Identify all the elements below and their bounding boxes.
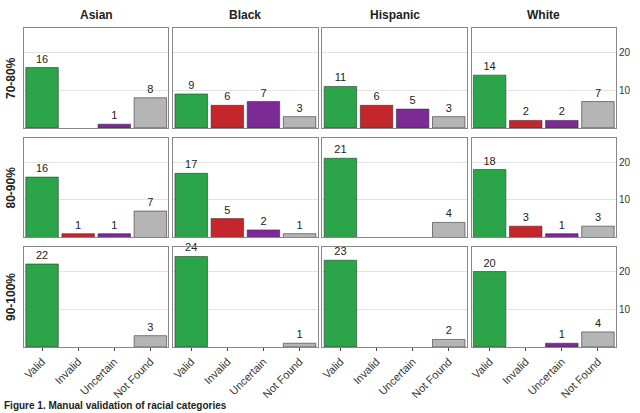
- svg-text:11: 11: [335, 71, 346, 83]
- svg-text:Uncertain: Uncertain: [525, 356, 567, 398]
- svg-text:14: 14: [483, 60, 495, 72]
- svg-text:Not Found: Not Found: [409, 356, 454, 401]
- svg-text:90-100%: 90-100%: [4, 273, 18, 321]
- svg-text:5: 5: [410, 94, 416, 106]
- svg-text:17: 17: [185, 158, 197, 170]
- svg-text:6: 6: [373, 90, 379, 102]
- svg-text:Invalid: Invalid: [202, 356, 233, 387]
- svg-text:Not Found: Not Found: [558, 356, 603, 401]
- svg-text:10: 10: [619, 85, 631, 96]
- svg-text:20: 20: [619, 266, 631, 277]
- svg-text:Valid: Valid: [321, 356, 346, 381]
- svg-text:3: 3: [297, 102, 303, 114]
- svg-text:20: 20: [619, 47, 631, 58]
- svg-text:6: 6: [224, 90, 230, 102]
- svg-text:Invalid: Invalid: [500, 356, 531, 387]
- svg-text:22: 22: [36, 249, 48, 261]
- svg-text:2: 2: [446, 324, 452, 336]
- svg-text:Uncertain: Uncertain: [227, 356, 269, 398]
- svg-text:10: 10: [619, 194, 631, 205]
- svg-text:Invalid: Invalid: [351, 356, 382, 387]
- svg-text:Black: Black: [229, 8, 261, 22]
- svg-text:23: 23: [334, 245, 346, 257]
- svg-text:7: 7: [595, 87, 601, 99]
- svg-text:Valid: Valid: [22, 356, 47, 381]
- svg-text:16: 16: [36, 162, 48, 174]
- svg-text:3: 3: [446, 102, 452, 114]
- svg-text:1: 1: [297, 328, 303, 340]
- svg-text:Invalid: Invalid: [53, 356, 84, 387]
- svg-text:16: 16: [36, 53, 48, 65]
- svg-text:Uncertain: Uncertain: [376, 356, 418, 398]
- svg-text:8: 8: [147, 83, 153, 95]
- svg-text:4: 4: [446, 207, 452, 219]
- svg-text:20: 20: [483, 257, 495, 269]
- svg-text:7: 7: [147, 196, 153, 208]
- svg-text:Not Found: Not Found: [260, 356, 305, 401]
- svg-text:7: 7: [260, 87, 266, 99]
- svg-text:White: White: [527, 8, 560, 22]
- svg-text:Asian: Asian: [80, 8, 113, 22]
- svg-text:Valid: Valid: [470, 356, 495, 381]
- svg-text:1: 1: [559, 219, 565, 231]
- svg-text:Not Found: Not Found: [111, 356, 156, 401]
- svg-text:3: 3: [595, 211, 601, 223]
- svg-text:2: 2: [559, 105, 565, 117]
- svg-text:Valid: Valid: [171, 356, 196, 381]
- svg-text:1: 1: [111, 219, 117, 231]
- svg-text:10: 10: [619, 304, 631, 315]
- svg-text:18: 18: [483, 155, 495, 167]
- svg-text:9: 9: [188, 79, 194, 91]
- svg-text:2: 2: [260, 215, 266, 227]
- svg-text:3: 3: [523, 211, 529, 223]
- svg-text:20: 20: [619, 157, 631, 168]
- svg-text:1: 1: [297, 219, 303, 231]
- svg-text:Hispanic: Hispanic: [370, 8, 420, 22]
- svg-text:Figure 1. Manual validation of: Figure 1. Manual validation of racial ca…: [4, 400, 227, 411]
- svg-text:5: 5: [224, 204, 230, 216]
- svg-text:1: 1: [559, 328, 565, 340]
- svg-text:80-90%: 80-90%: [4, 167, 18, 209]
- svg-text:4: 4: [595, 317, 601, 329]
- svg-text:Uncertain: Uncertain: [78, 356, 120, 398]
- svg-text:1: 1: [111, 109, 117, 121]
- svg-text:21: 21: [334, 143, 346, 155]
- svg-text:24: 24: [185, 241, 197, 253]
- svg-text:1: 1: [75, 219, 81, 231]
- svg-text:70-80%: 70-80%: [4, 57, 18, 99]
- svg-text:3: 3: [147, 321, 153, 333]
- svg-text:2: 2: [523, 105, 529, 117]
